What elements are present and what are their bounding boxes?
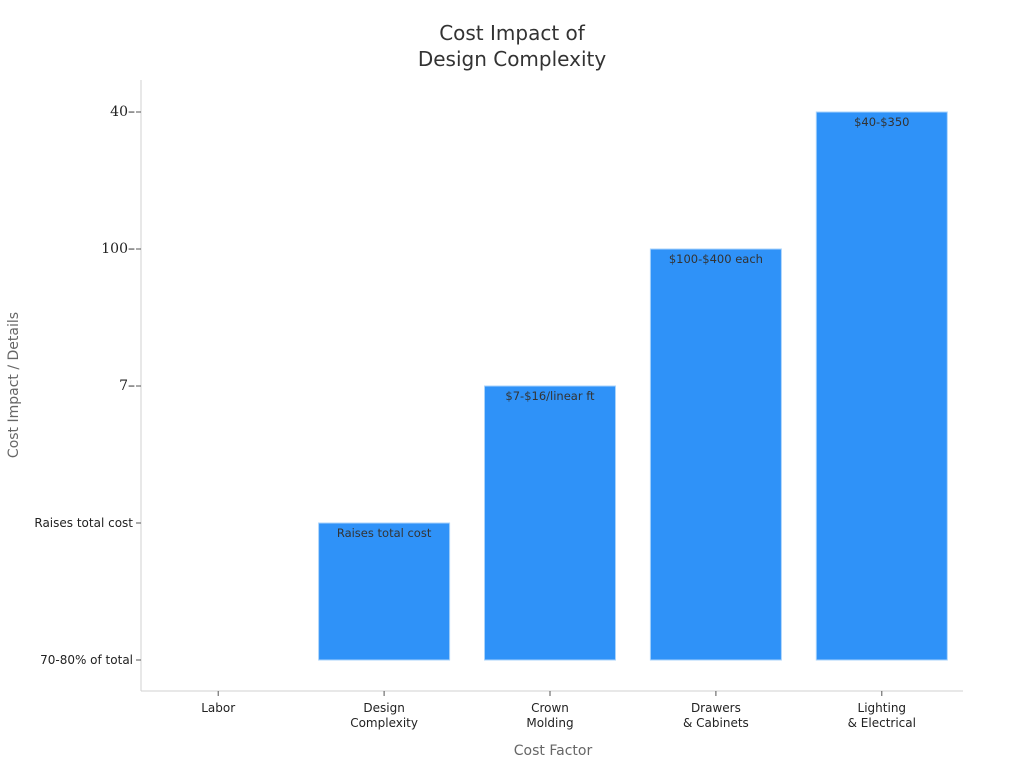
bar: [815, 111, 948, 661]
x-tick-label: Complexity: [350, 716, 418, 730]
chart-title-line: Cost Impact of: [439, 21, 586, 45]
x-tick-label: Design: [363, 701, 404, 715]
x-tick-label: Labor: [201, 701, 235, 715]
y-tick-label: 100–: [101, 241, 135, 257]
y-tick-label: 7–: [119, 378, 135, 394]
x-tick-label: & Cabinets: [683, 716, 749, 730]
x-tick-label: Crown: [531, 701, 569, 715]
x-tick-label: & Electrical: [848, 716, 916, 730]
bar-data-label: $7-$16/linear ft: [505, 389, 595, 403]
y-axis-label: Cost Impact / Details: [6, 312, 22, 458]
x-tick-label: Lighting: [858, 701, 907, 715]
x-axis-label: Cost Factor: [514, 743, 593, 759]
y-tick-label: 70-80% of total: [40, 653, 133, 667]
x-tick-label: Drawers: [691, 701, 741, 715]
bar-data-label: Raises total cost: [337, 526, 432, 540]
bar: [649, 248, 782, 661]
y-tick-label: Raises total cost: [34, 516, 133, 530]
chart-title-line: Design Complexity: [418, 47, 607, 71]
bar-data-label: $100-$400 each: [669, 252, 763, 266]
bar-data-label: $40-$350: [854, 115, 909, 129]
y-tick-label: 40–: [110, 104, 135, 120]
bar: [318, 522, 451, 661]
bar: [484, 385, 616, 661]
x-tick-label: Molding: [526, 716, 573, 730]
